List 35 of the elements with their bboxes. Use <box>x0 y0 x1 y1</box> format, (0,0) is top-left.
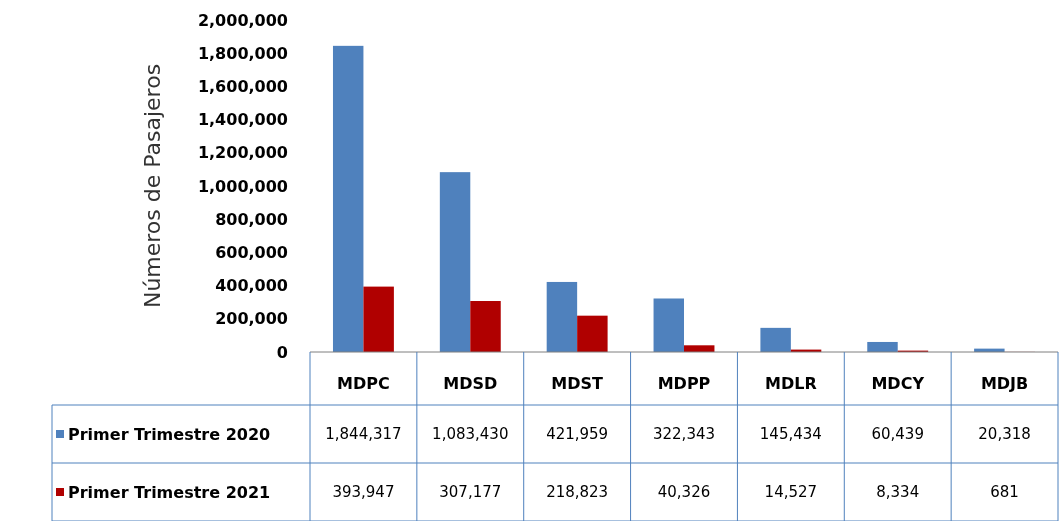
y-axis-title: Números de Pasajeros <box>140 63 165 309</box>
y-tick-label: 2,000,000 <box>197 10 288 30</box>
data-label: 145,434 <box>759 425 822 444</box>
y-tick-label: 1,800,000 <box>197 43 288 63</box>
x-tick-label: MDJB <box>980 373 1029 393</box>
data-label: 1,844,317 <box>325 425 402 444</box>
y-tick-label: 1,600,000 <box>197 77 288 96</box>
legend-label: Primer Trimestre 2020 <box>68 424 271 444</box>
y-tick-label: 1,400,000 <box>197 110 288 130</box>
y-tick-label: 1,200,000 <box>197 143 288 163</box>
y-tick-label: 800,000 <box>215 209 288 229</box>
x-tick-label: MDST <box>551 373 604 393</box>
data-label: 307,177 <box>439 483 502 502</box>
x-tick-label: MDLR <box>765 373 817 393</box>
data-label: 14,527 <box>764 483 818 502</box>
data-label: 40,326 <box>657 483 711 502</box>
y-tick-label: 0 <box>276 342 288 362</box>
y-tick-label: 1,000,000 <box>197 176 288 196</box>
y-tick-label: 200,000 <box>215 309 288 329</box>
y-tick-label: 400,000 <box>215 276 288 296</box>
y-tick-label: 600,000 <box>215 243 288 262</box>
x-tick-label: MDPP <box>657 373 711 393</box>
data-label: 8,334 <box>876 483 920 502</box>
data-label: 421,959 <box>546 425 609 444</box>
data-label: 60,439 <box>871 425 924 444</box>
x-tick-label: MDSD <box>443 373 498 393</box>
data-label: 393,947 <box>332 483 395 502</box>
data-label: 322,343 <box>652 425 716 444</box>
data-label: 1,083,430 <box>432 425 509 444</box>
legend-label: Primer Trimestre 2021 <box>68 482 271 502</box>
x-tick-label: MDPC <box>337 373 390 393</box>
data-label: 681 <box>990 483 1019 502</box>
data-label: 20,318 <box>978 425 1031 444</box>
x-tick-label: MDCY <box>871 373 925 393</box>
data-label: 218,823 <box>546 483 609 502</box>
